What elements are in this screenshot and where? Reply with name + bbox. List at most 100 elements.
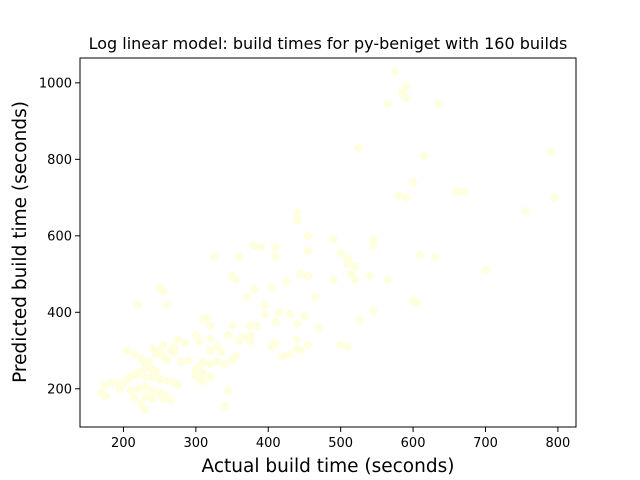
- data-point: [220, 359, 229, 369]
- data-point: [271, 252, 280, 261]
- data-point: [434, 99, 443, 109]
- data-point: [293, 208, 302, 218]
- x-tick-label: 300: [183, 436, 208, 451]
- data-point: [293, 216, 302, 225]
- data-point: [285, 350, 295, 359]
- data-point: [354, 143, 363, 153]
- data-point: [260, 310, 269, 319]
- x-axis: 200 300 400 500 600 700 800: [111, 427, 570, 451]
- data-point: [151, 350, 161, 359]
- data-point: [148, 394, 157, 403]
- data-point: [401, 94, 410, 103]
- data-point: [141, 382, 150, 391]
- data-point: [191, 365, 201, 374]
- data-point: [351, 262, 360, 271]
- data-point: [271, 243, 280, 252]
- y-axis: 200 400 600 800 1000: [39, 76, 80, 397]
- data-point: [343, 260, 353, 269]
- data-point: [235, 336, 244, 346]
- data-point: [130, 394, 139, 403]
- data-point: [242, 292, 251, 302]
- y-tick-label: 400: [47, 306, 72, 321]
- data-point: [173, 334, 182, 344]
- data-point: [419, 151, 429, 160]
- data-point: [224, 386, 233, 395]
- data-point: [274, 308, 284, 317]
- data-point: [550, 193, 559, 202]
- data-point: [246, 321, 255, 330]
- data-point: [303, 271, 313, 281]
- points-layer: [97, 67, 559, 414]
- data-point: [369, 241, 378, 250]
- x-axis-label: Actual build time (seconds): [202, 456, 455, 477]
- data-point: [303, 246, 313, 256]
- data-point: [169, 348, 179, 357]
- data-point: [101, 392, 110, 401]
- data-point: [267, 283, 277, 292]
- data-point: [133, 300, 143, 309]
- data-point: [267, 342, 277, 351]
- data-point: [155, 375, 164, 384]
- data-point: [314, 323, 324, 332]
- data-point: [148, 373, 157, 382]
- data-point: [130, 350, 139, 359]
- data-point: [296, 346, 305, 355]
- data-point: [198, 376, 208, 386]
- data-point: [162, 300, 172, 309]
- data-point: [430, 252, 439, 261]
- data-point: [231, 275, 240, 284]
- data-point: [369, 306, 378, 315]
- data-point: [249, 285, 258, 294]
- data-point: [159, 394, 168, 403]
- data-point: [300, 311, 309, 321]
- data-point: [271, 317, 280, 326]
- data-point: [166, 396, 175, 405]
- data-point: [126, 386, 135, 395]
- data-point: [412, 298, 421, 307]
- data-point: [209, 252, 219, 261]
- data-point: [293, 319, 302, 328]
- data-point: [220, 401, 229, 411]
- data-point: [195, 336, 204, 346]
- data-point: [343, 342, 353, 351]
- data-point: [336, 340, 345, 349]
- y-axis-label: Predicted build time (seconds): [10, 101, 31, 383]
- data-point: [246, 331, 255, 340]
- data-point: [408, 178, 418, 187]
- data-point: [303, 340, 313, 349]
- data-point: [141, 405, 150, 414]
- data-point: [278, 352, 287, 361]
- data-point: [162, 376, 172, 386]
- data-point: [390, 67, 400, 76]
- x-tick-label: 600: [401, 436, 426, 451]
- data-point: [206, 373, 215, 382]
- data-point: [213, 357, 222, 367]
- data-point: [329, 275, 338, 284]
- data-point: [162, 355, 172, 365]
- data-point: [173, 380, 182, 390]
- x-tick-label: 700: [473, 436, 498, 451]
- data-point: [329, 235, 338, 244]
- data-point: [351, 275, 360, 284]
- data-point: [213, 342, 222, 351]
- chart-title: Log linear model: build times for py-ben…: [89, 34, 568, 53]
- data-point: [159, 287, 168, 296]
- data-point: [253, 321, 262, 330]
- y-tick-label: 600: [47, 229, 72, 244]
- data-point: [224, 331, 233, 340]
- data-point: [416, 250, 425, 260]
- data-point: [383, 275, 392, 284]
- data-point: [311, 292, 320, 302]
- x-tick-label: 400: [256, 436, 281, 451]
- data-point: [546, 147, 555, 156]
- y-tick-label: 200: [47, 382, 72, 397]
- data-point: [206, 334, 215, 344]
- data-point: [452, 187, 461, 196]
- data-point: [206, 321, 215, 330]
- data-point: [227, 321, 237, 330]
- data-point: [296, 269, 305, 279]
- data-point: [122, 346, 132, 355]
- data-point: [115, 384, 125, 393]
- data-point: [336, 248, 345, 258]
- data-point: [206, 346, 215, 355]
